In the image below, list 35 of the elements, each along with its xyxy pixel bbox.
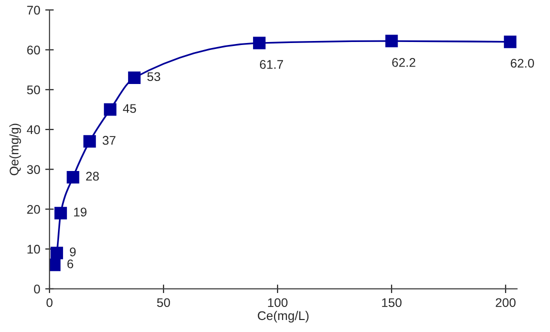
- x-axis-title: Ce(mg/L): [258, 310, 309, 323]
- data-label: 37: [102, 136, 116, 145]
- y-tick-label: 10: [28, 244, 40, 254]
- data-label: 28: [86, 172, 99, 181]
- data-label: 62.2: [392, 58, 416, 67]
- y-tick-label: 50: [27, 85, 40, 94]
- data-label: 19: [74, 208, 86, 216]
- y-tick-label: 60: [27, 46, 40, 54]
- data-label: 45: [122, 104, 136, 113]
- y-axis-title: Qe(mg/g): [9, 124, 22, 176]
- point: [83, 135, 96, 148]
- data-label: 53: [147, 72, 160, 82]
- x-tick-label: 50: [157, 298, 170, 308]
- data-label: 61.7: [260, 60, 284, 69]
- point: [50, 246, 64, 260]
- y-tick-label: 20: [27, 204, 40, 214]
- point: [54, 206, 67, 220]
- x-tick-label: 200: [496, 298, 516, 308]
- point: [104, 103, 116, 116]
- point: [504, 36, 516, 48]
- y-tick-label: 40: [26, 125, 40, 134]
- data-label: 62.0: [510, 58, 534, 68]
- point: [66, 171, 80, 184]
- y-tick-label: 30: [27, 165, 40, 174]
- point: [50, 258, 61, 272]
- point: [128, 71, 141, 84]
- y-tick-label: 0: [34, 284, 40, 294]
- x-tick-label: 0: [46, 298, 52, 308]
- point: [253, 36, 266, 50]
- data-label: 6: [67, 259, 74, 268]
- y-tick-label: 70: [27, 6, 40, 15]
- point: [385, 34, 398, 48]
- x-tick-label: 100: [268, 298, 288, 308]
- data-label: 9: [70, 247, 76, 256]
- x-tick-label: 150: [382, 298, 402, 308]
